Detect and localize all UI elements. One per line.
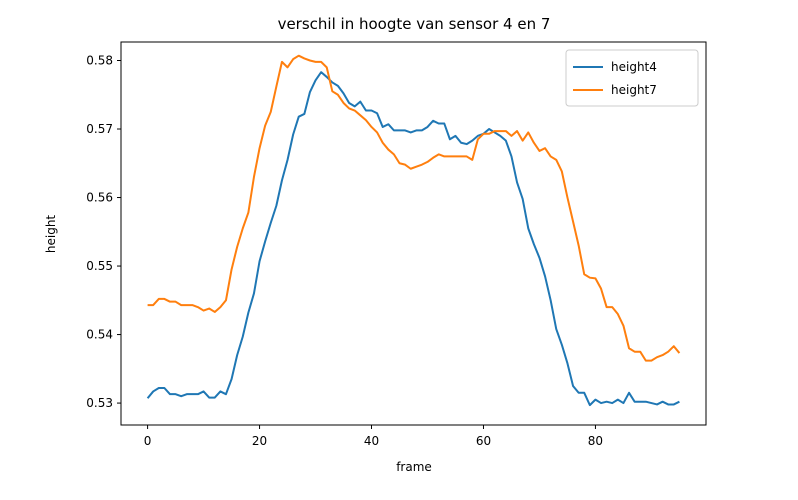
y-axis-label: height — [44, 215, 58, 254]
legend-label-height4: height4 — [611, 60, 657, 74]
chart-title: verschil in hoogte van sensor 4 en 7 — [278, 15, 551, 33]
series-layer — [146, 54, 681, 407]
series-line-height7 — [147, 54, 681, 362]
series-line-height4 — [146, 71, 680, 407]
x-tick-label: 40 — [364, 434, 379, 448]
y-tick-label: 0.53 — [86, 396, 113, 410]
x-tick-label: 80 — [588, 434, 603, 448]
y-tick-label: 0.54 — [86, 328, 113, 342]
y-tick-label: 0.57 — [86, 122, 113, 136]
y-tick-label: 0.55 — [86, 259, 113, 273]
y-tick-label: 0.56 — [86, 191, 113, 205]
plot-area-frame — [120, 41, 707, 426]
legend-box — [565, 49, 699, 107]
x-tick-label: 60 — [476, 434, 491, 448]
x-tick-label: 20 — [252, 434, 267, 448]
x-axis-label: frame — [396, 460, 432, 474]
ticks-layer: 0 20 40 60 80 0.53 0.54 0.55 0.56 0.57 0.58 — [86, 53, 603, 448]
y-tick-label: 0.58 — [86, 53, 113, 67]
x-tick-label: 0 — [144, 434, 152, 448]
legend: height4 height7 — [565, 49, 699, 107]
legend-label-height7: height7 — [611, 83, 657, 97]
